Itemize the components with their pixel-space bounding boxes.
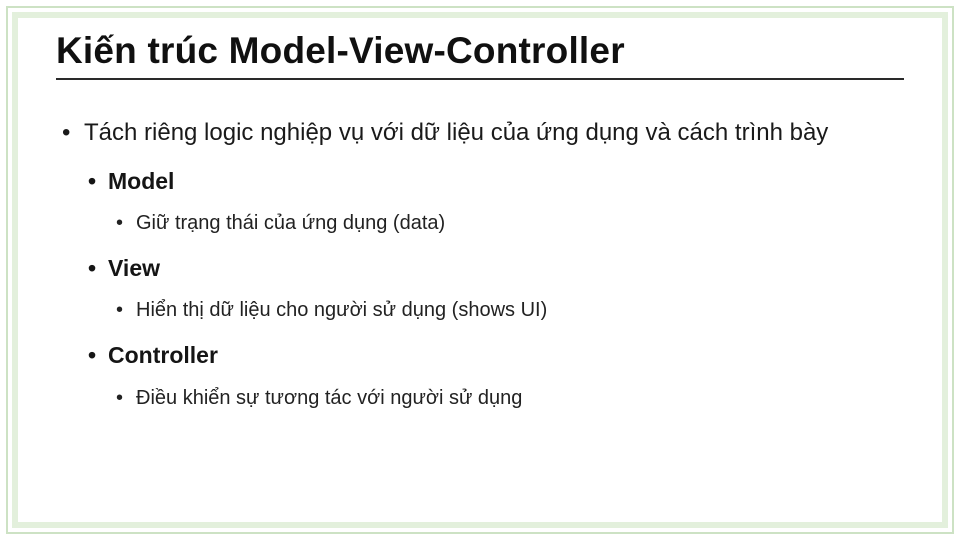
- bullet-main-text: Tách riêng logic nghiệp vụ với dữ liệu c…: [84, 119, 828, 146]
- bullet-view-detail: Hiển thị dữ liệu cho người sử dụng (show…: [108, 295, 904, 325]
- bullet-level-3: Giữ trạng thái của ứng dụng (data): [108, 208, 904, 238]
- slide-content: Kiến trúc Model-View-Controller Tách riê…: [0, 0, 960, 540]
- bullet-level-2: Model Giữ trạng thái của ứng dụng (data)…: [84, 165, 904, 413]
- bullet-controller: Controller Điều khiển sự tương tác với n…: [84, 339, 904, 412]
- bullet-controller-label: Controller: [108, 342, 218, 368]
- bullet-level-3: Hiển thị dữ liệu cho người sử dụng (show…: [108, 295, 904, 325]
- bullet-controller-detail: Điều khiển sự tương tác với người sử dụn…: [108, 383, 904, 413]
- bullet-level-3: Điều khiển sự tương tác với người sử dụn…: [108, 383, 904, 413]
- bullet-view-label: View: [108, 255, 160, 281]
- bullet-view: View Hiển thị dữ liệu cho người sử dụng …: [84, 252, 904, 325]
- bullet-model-detail: Giữ trạng thái của ứng dụng (data): [108, 208, 904, 238]
- bullet-level-1: Tách riêng logic nghiệp vụ với dữ liệu c…: [56, 116, 904, 413]
- bullet-model-label: Model: [108, 168, 174, 194]
- slide-title: Kiến trúc Model-View-Controller: [56, 30, 904, 80]
- bullet-main: Tách riêng logic nghiệp vụ với dữ liệu c…: [56, 116, 904, 413]
- bullet-model: Model Giữ trạng thái của ứng dụng (data): [84, 165, 904, 238]
